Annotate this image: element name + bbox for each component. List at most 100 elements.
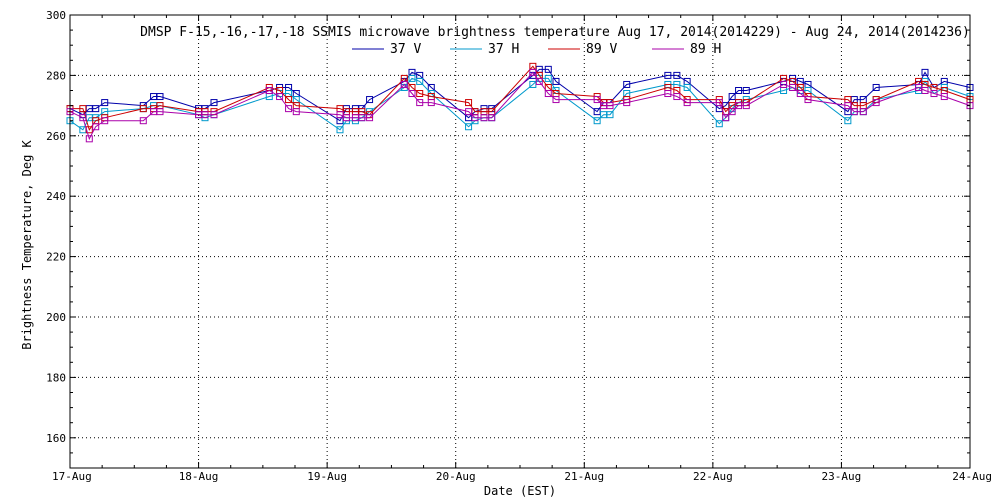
data-point	[715, 120, 723, 128]
y-tick-label: 300	[46, 9, 66, 22]
legend-label: 89 H	[690, 42, 721, 57]
chart-title: DMSP F-15,-16,-17,-18 SSMIS microwave br…	[140, 25, 970, 40]
y-tick-label: 220	[46, 251, 66, 264]
data-point	[471, 114, 479, 122]
series-group	[66, 62, 974, 143]
data-point	[92, 105, 100, 113]
data-point	[930, 90, 938, 98]
legend-label: 89 V	[586, 42, 617, 57]
data-point	[408, 90, 416, 98]
data-point	[210, 99, 218, 107]
data-point	[139, 117, 147, 125]
x-tick-label: 21-Aug	[564, 470, 604, 483]
data-point	[416, 99, 424, 107]
data-point	[529, 68, 537, 76]
data-point	[735, 102, 743, 110]
data-point	[465, 108, 473, 116]
data-point	[844, 117, 852, 125]
data-point	[593, 117, 601, 125]
grid-lines	[70, 15, 970, 468]
data-point	[366, 96, 374, 104]
data-point	[544, 74, 552, 82]
data-point	[683, 99, 691, 107]
data-point	[416, 90, 424, 98]
series-89-v	[66, 62, 974, 134]
data-point	[872, 83, 880, 91]
x-tick-label: 20-Aug	[436, 470, 476, 483]
data-point	[728, 93, 736, 101]
data-point	[342, 114, 350, 122]
data-point	[139, 105, 147, 113]
data-point	[408, 74, 416, 82]
data-point	[79, 114, 87, 122]
data-point	[804, 96, 812, 104]
data-point	[358, 114, 366, 122]
data-point	[789, 83, 797, 91]
data-point	[921, 87, 929, 94]
data-point	[79, 105, 87, 113]
x-axis-label: Date (EST)	[484, 484, 556, 498]
data-point	[593, 96, 601, 104]
data-point	[850, 108, 858, 116]
y-tick-label: 160	[46, 432, 66, 445]
y-tick-label: 180	[46, 371, 66, 384]
data-point	[101, 117, 109, 125]
data-point	[285, 96, 293, 104]
data-point	[664, 71, 672, 79]
data-point	[552, 96, 560, 104]
x-tick-label: 24-Aug	[952, 470, 992, 483]
y-tick-label: 280	[46, 69, 66, 82]
data-point	[488, 114, 496, 122]
data-point	[210, 111, 218, 119]
data-point	[292, 108, 300, 116]
data-point	[465, 123, 473, 131]
data-point	[156, 108, 164, 116]
y-axis-label: Brightness Temperature, Deg K	[20, 139, 34, 349]
legend: 37 V 37 H 89 V 89 H	[352, 42, 721, 57]
y-tick-label: 240	[46, 190, 66, 203]
data-point	[285, 105, 293, 113]
data-point	[101, 99, 109, 107]
data-point	[735, 87, 743, 94]
data-point	[683, 83, 691, 91]
data-point	[664, 90, 672, 98]
x-tick-label: 22-Aug	[693, 470, 733, 483]
data-point	[552, 77, 560, 85]
data-point	[623, 80, 631, 88]
data-point	[480, 114, 488, 122]
data-point	[728, 108, 736, 116]
data-point	[673, 93, 681, 101]
data-point	[796, 90, 804, 98]
data-point	[427, 99, 435, 107]
data-point	[715, 99, 723, 107]
data-point	[921, 68, 929, 76]
data-point	[940, 93, 948, 101]
series-89-h	[66, 68, 974, 143]
data-point	[92, 123, 100, 131]
legend-label: 37 H	[488, 42, 519, 57]
data-point	[544, 90, 552, 98]
data-point	[535, 77, 543, 85]
data-point	[606, 111, 614, 119]
data-point	[673, 71, 681, 79]
axis-ticks: 160 180 200 220 240 260 280 300 17-Aug 18-Aug 19-A…	[46, 9, 992, 483]
data-point	[156, 93, 164, 101]
x-tick-label: 18-Aug	[179, 470, 219, 483]
x-tick-label: 17-Aug	[52, 470, 92, 483]
y-tick-label: 260	[46, 130, 66, 143]
data-point	[623, 99, 631, 107]
data-point	[265, 87, 273, 94]
data-point	[276, 93, 284, 101]
data-point	[606, 102, 614, 110]
plot-frame	[69, 14, 971, 469]
y-tick-label: 200	[46, 311, 66, 324]
x-tick-label: 23-Aug	[822, 470, 862, 483]
data-point	[366, 114, 374, 122]
data-point	[742, 102, 750, 110]
data-point	[780, 80, 788, 88]
data-point	[85, 135, 93, 143]
data-point	[844, 102, 852, 110]
data-point	[742, 87, 750, 94]
data-point	[400, 80, 408, 88]
